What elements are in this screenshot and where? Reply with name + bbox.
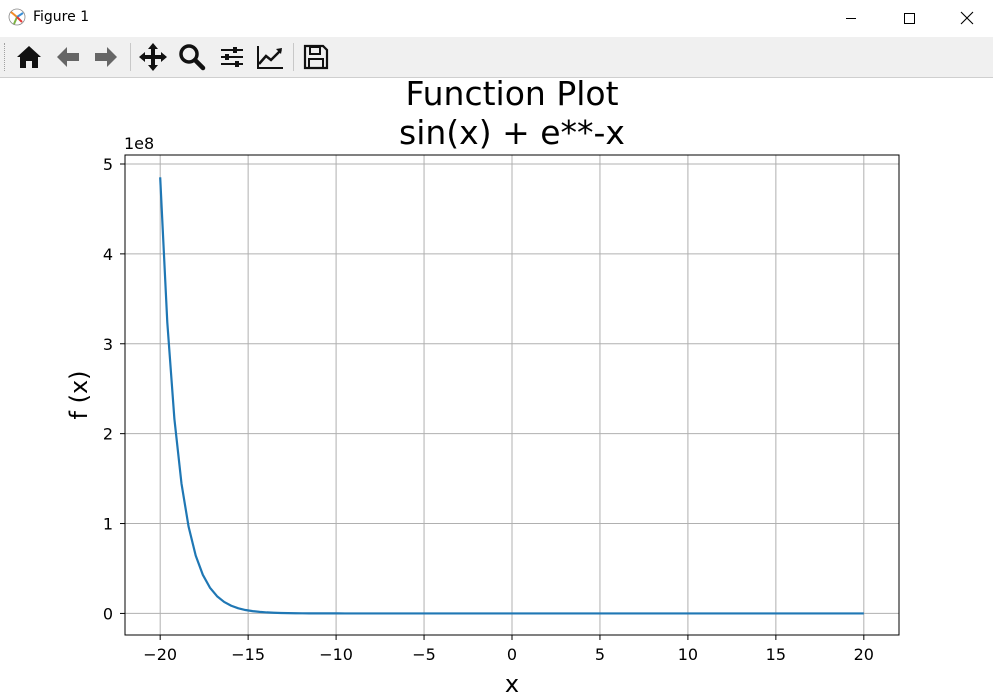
navigation-toolbar	[0, 37, 993, 78]
close-icon	[960, 11, 974, 25]
y-tick-label: 1	[103, 515, 113, 534]
forward-button[interactable]	[90, 41, 122, 73]
toolbar-separator	[130, 43, 131, 71]
y-offset-text: 1e8	[124, 134, 154, 153]
matplotlib-logo-icon	[8, 8, 26, 26]
close-button[interactable]	[938, 0, 993, 36]
back-button[interactable]	[52, 41, 84, 73]
ticks-layer: −20 −15 −10 −5 0 5 10 15 20 0 1 2 3 4 5	[103, 155, 874, 664]
y-tick-label: 4	[103, 245, 113, 264]
pan-icon	[139, 43, 167, 71]
maximize-icon	[904, 13, 915, 24]
minimize-button[interactable]	[822, 0, 880, 36]
y-tick-label: 2	[103, 425, 113, 444]
toolbar-separator	[293, 43, 294, 71]
x-tick-label: 20	[854, 645, 874, 664]
home-icon	[17, 46, 41, 68]
x-axis-label: x	[505, 670, 519, 698]
save-icon	[303, 44, 329, 70]
home-button[interactable]	[13, 41, 45, 73]
subplots-button[interactable]	[216, 41, 248, 73]
x-tick-label: −5	[412, 645, 436, 664]
customize-button[interactable]	[254, 41, 286, 73]
back-icon	[57, 47, 79, 67]
zoom-button[interactable]	[176, 41, 208, 73]
window-title: Figure 1	[33, 9, 90, 25]
chart-title-line-2: sin(x) + e**-x	[399, 113, 625, 152]
forward-icon	[95, 47, 117, 67]
x-tick-label: 0	[507, 645, 517, 664]
y-tick-label: 5	[103, 155, 113, 174]
pan-button[interactable]	[137, 41, 169, 73]
x-tick-label: 5	[595, 645, 605, 664]
zoom-icon	[179, 44, 206, 71]
maximize-button[interactable]	[880, 0, 938, 36]
toolbar-grip	[4, 43, 7, 71]
y-axis-label: f (x)	[65, 370, 93, 419]
figure-canvas: Function Plot sin(x) + e**-x 1e8 −20 −15−…	[0, 78, 993, 699]
customize-icon	[257, 46, 283, 69]
window-titlebar: Figure 1	[0, 0, 993, 36]
chart-title-line-1: Function Plot	[405, 78, 618, 113]
series-line	[159, 177, 864, 615]
y-tick-label: 3	[103, 335, 113, 354]
x-tick-label: −10	[319, 645, 353, 664]
subplots-icon	[221, 47, 243, 67]
x-tick-label: 15	[766, 645, 786, 664]
minimize-icon	[846, 18, 856, 19]
save-button[interactable]	[300, 41, 332, 73]
x-tick-label: −15	[231, 645, 265, 664]
x-tick-label: 10	[678, 645, 698, 664]
series-layer	[159, 177, 864, 615]
x-tick-label: −20	[143, 645, 177, 664]
y-tick-label: 0	[103, 604, 113, 623]
